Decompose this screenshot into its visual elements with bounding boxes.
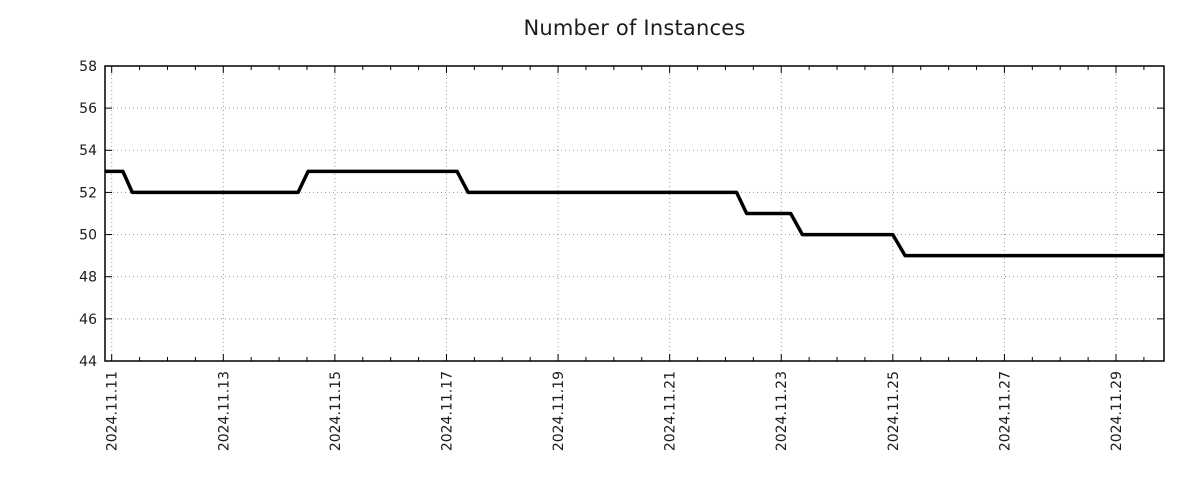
x-axis-tick-label: 2024.11.13 (216, 371, 232, 451)
x-axis-tick-label: 2024.11.15 (328, 371, 344, 451)
x-axis-tick-label: 2024.11.11 (105, 371, 121, 451)
plot-border (104, 65, 1165, 362)
series-line-instances (105, 169, 1164, 258)
x-axis-tick-label: 2024.11.23 (774, 371, 790, 451)
x-axis-tick-label: 2024.11.29 (1109, 371, 1125, 451)
x-axis-tick-label: 2024.11.17 (439, 371, 455, 451)
y-axis-tick-label: 54 (79, 143, 97, 159)
y-axis-tick-label: 52 (79, 185, 97, 201)
y-axis-tick-label: 58 (79, 59, 97, 75)
y-axis-tick-label: 56 (79, 101, 97, 117)
y-axis-tick-label: 48 (79, 270, 97, 286)
x-axis-tick-label: 2024.11.21 (663, 371, 679, 451)
chart-title: Number of Instances (523, 16, 746, 40)
y-axis-tick-label: 46 (79, 312, 97, 328)
y-axis-tick-label: 44 (79, 354, 97, 370)
x-axis-tick-label: 2024.11.19 (551, 371, 567, 451)
x-axis-tick-label: 2024.11.25 (886, 371, 902, 451)
y-axis-tick-label: 50 (79, 227, 97, 243)
x-axis-tick-label: 2024.11.27 (997, 371, 1013, 451)
